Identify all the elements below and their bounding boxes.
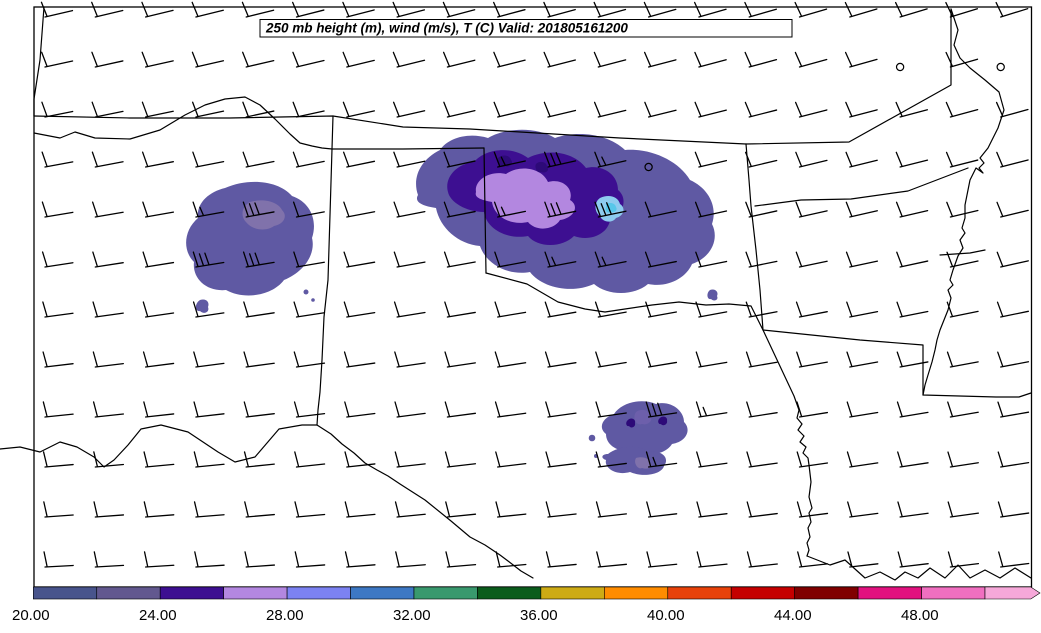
svg-text:32.00: 32.00 — [393, 607, 431, 624]
svg-text:20.00: 20.00 — [12, 607, 50, 624]
svg-text:36.00: 36.00 — [520, 607, 558, 624]
svg-text:48.00: 48.00 — [901, 607, 939, 624]
svg-text:44.00: 44.00 — [774, 607, 812, 624]
svg-text:24.00: 24.00 — [139, 607, 177, 624]
svg-text:250 mb height (m), wind (m/s),: 250 mb height (m), wind (m/s), T (C) Val… — [265, 21, 628, 36]
svg-text:40.00: 40.00 — [647, 607, 685, 624]
svg-text:28.00: 28.00 — [266, 607, 304, 624]
